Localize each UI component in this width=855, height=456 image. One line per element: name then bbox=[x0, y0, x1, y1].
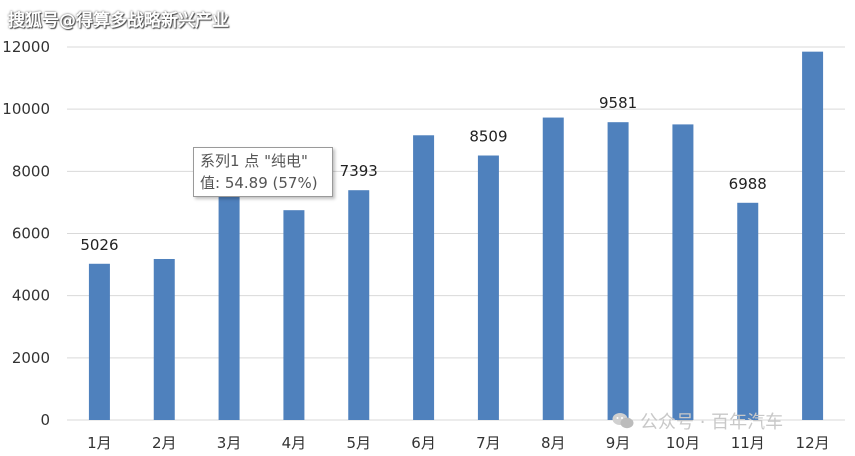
bar[interactable] bbox=[542, 117, 564, 420]
bar[interactable] bbox=[88, 263, 110, 420]
y-tick-label: 12000 bbox=[2, 38, 50, 56]
bar[interactable] bbox=[153, 258, 175, 420]
tooltip-value: 值: 54.89 (57%) bbox=[200, 174, 318, 192]
bar[interactable] bbox=[672, 124, 694, 421]
x-tick-label: 7月 bbox=[476, 434, 501, 452]
watermark-text: 公众号 · 百年汽车 bbox=[640, 412, 784, 433]
wechat-watermark: 公众号 · 百年汽车 bbox=[612, 408, 783, 434]
data-label: 8509 bbox=[469, 128, 507, 146]
x-tick-label: 6月 bbox=[411, 434, 436, 452]
y-tick-label: 10000 bbox=[2, 100, 50, 118]
wechat-icon bbox=[612, 413, 634, 429]
x-tick-label: 8月 bbox=[541, 434, 566, 452]
chart-tooltip: 系列1 点 "纯电" 值: 54.89 (57%) bbox=[193, 147, 333, 197]
tooltip-series-point: 系列1 点 "纯电" bbox=[200, 152, 308, 170]
x-tick-label: 10月 bbox=[666, 434, 700, 452]
data-label: 6988 bbox=[729, 175, 767, 193]
y-tick-label: 8000 bbox=[12, 162, 50, 180]
bar[interactable] bbox=[218, 194, 240, 420]
bar[interactable] bbox=[607, 122, 629, 420]
x-tick-label: 12月 bbox=[796, 434, 830, 452]
x-tick-label: 5月 bbox=[346, 434, 371, 452]
y-tick-label: 2000 bbox=[12, 349, 50, 367]
y-tick-label: 0 bbox=[40, 411, 50, 429]
bar[interactable] bbox=[477, 155, 499, 421]
x-tick-label: 11月 bbox=[731, 434, 765, 452]
data-label: 9581 bbox=[599, 94, 637, 112]
bar[interactable] bbox=[348, 190, 370, 420]
y-tick-label: 4000 bbox=[12, 287, 50, 305]
bar[interactable] bbox=[413, 135, 435, 420]
source-watermark: 搜狐号@得算多战略新兴产业 bbox=[8, 11, 229, 31]
y-tick-label: 6000 bbox=[12, 225, 50, 243]
x-tick-label: 3月 bbox=[217, 434, 242, 452]
data-label: 5026 bbox=[80, 236, 118, 254]
data-label: 7393 bbox=[340, 162, 378, 180]
x-tick-label: 2月 bbox=[152, 434, 177, 452]
x-tick-label: 4月 bbox=[282, 434, 307, 452]
bar[interactable] bbox=[802, 51, 824, 420]
x-tick-label: 1月 bbox=[87, 434, 112, 452]
x-tick-label: 9月 bbox=[606, 434, 631, 452]
bar[interactable] bbox=[283, 210, 305, 420]
bar[interactable] bbox=[737, 202, 759, 420]
